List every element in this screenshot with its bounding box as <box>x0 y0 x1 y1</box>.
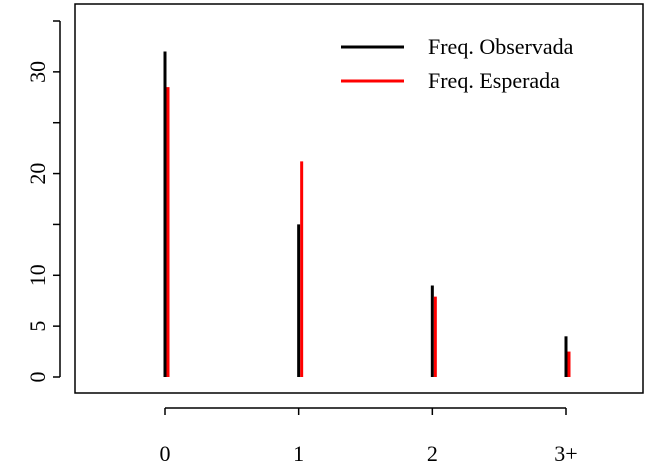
y-tick-label: 30 <box>25 61 50 83</box>
y-tick-label: 10 <box>25 264 50 286</box>
y-tick-label: 5 <box>25 321 50 332</box>
x-tick-label: 1 <box>293 441 304 464</box>
bar-marks <box>163 51 571 377</box>
y-axis-ticks: 0 5 10 20 30 <box>25 20 60 383</box>
plot-box <box>74 3 644 394</box>
y-tick-label: 0 <box>25 372 50 383</box>
legend-label: Freq. Esperada <box>428 68 560 93</box>
x-tick-label: 0 <box>160 441 171 464</box>
y-tick-label: 20 <box>25 163 50 185</box>
legend-label: Freq. Observada <box>428 34 574 59</box>
x-tick-label: 3+ <box>554 441 577 464</box>
legend: Freq. Observada Freq. Esperada <box>341 34 574 93</box>
x-axis-ticks: 0 1 2 3+ <box>160 408 578 464</box>
x-tick-label: 2 <box>427 441 438 464</box>
